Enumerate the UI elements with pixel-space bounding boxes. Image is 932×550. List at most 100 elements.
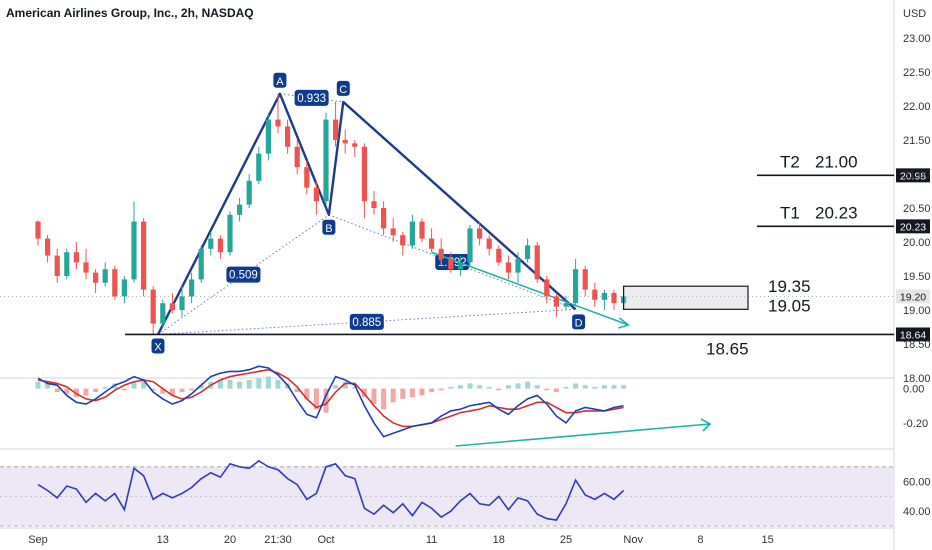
currency-label: USD — [903, 8, 926, 20]
candle-body — [534, 245, 540, 280]
price-tick-label: 22.00 — [903, 101, 931, 113]
candle-body — [448, 259, 454, 270]
macd-histogram-bar — [352, 386, 358, 389]
candle-body — [169, 303, 175, 310]
candle-body — [553, 296, 559, 307]
macd-histogram-bar — [227, 380, 233, 389]
macd-histogram-bar — [333, 385, 339, 389]
macd-histogram-bar — [515, 383, 521, 389]
macd-histogram-bar — [64, 388, 70, 394]
macd-histogram-bar — [304, 388, 310, 399]
candle-body — [457, 262, 463, 270]
macd-histogram-bar — [496, 388, 502, 391]
macd-histogram-bar — [525, 381, 531, 389]
macd-histogram-bar — [438, 388, 444, 391]
macd-histogram-bar — [237, 381, 243, 389]
macd-histogram-bar — [189, 388, 195, 391]
candle-body — [198, 248, 204, 280]
ratio-label: 0.509 — [229, 270, 258, 282]
target-label: T2 — [780, 152, 800, 171]
ratio-label: 0.885 — [352, 317, 381, 329]
candle-body — [285, 126, 291, 147]
rsi-tick-label: 60.00 — [903, 477, 931, 489]
macd-histogram-bar — [621, 385, 627, 389]
support-value: 18.65 — [706, 339, 749, 358]
candle-body — [83, 262, 89, 273]
pattern-point-badge — [572, 314, 586, 330]
candlestick-series — [35, 93, 627, 335]
price-tag — [896, 168, 930, 183]
macd-histogram-bar — [131, 381, 137, 389]
candle-body — [93, 272, 99, 283]
divergence-arrowhead — [618, 317, 631, 329]
pattern-point-label: A — [276, 76, 284, 88]
candle-body — [409, 221, 415, 246]
price-tick-label: 20.00 — [903, 237, 931, 249]
target-label: T1 — [780, 203, 800, 222]
candle-body — [73, 252, 79, 263]
macd-histogram-bar — [486, 386, 492, 389]
candle-body — [275, 119, 281, 127]
price-tick-label: 21.00 — [903, 169, 931, 181]
candle-body — [160, 303, 166, 324]
ratio-badge — [294, 89, 329, 106]
time-tick-label: Oct — [317, 534, 334, 546]
time-axis[interactable]: Sep 13 20 21:30 Oct 11 18 25 Nov 8 15 — [28, 534, 774, 546]
candle-body — [400, 235, 406, 246]
pattern-point-label: C — [339, 84, 347, 96]
macd-histogram-bar — [582, 385, 588, 389]
ratio-label: 0.933 — [297, 93, 326, 105]
pattern-point-badge — [336, 80, 350, 96]
price-tag-label: 20.98 — [900, 170, 926, 182]
candle-body — [35, 221, 41, 239]
macd-histogram-bar — [169, 388, 175, 396]
time-tick-label: 8 — [697, 534, 703, 546]
candle-body — [611, 293, 617, 304]
zone-lower-label: 19.05 — [768, 296, 811, 315]
last-price-tag — [896, 289, 930, 304]
candle-body — [563, 303, 569, 307]
candle-body — [496, 248, 502, 263]
macd-tick-label: 0.00 — [903, 384, 924, 396]
candle-body — [131, 221, 137, 280]
chart-title: American Airlines Group, Inc., 2h, NASDA… — [6, 6, 254, 20]
macd-histogram-bar — [457, 385, 463, 389]
macd-histogram-bar — [419, 388, 425, 396]
rsi-line — [37, 459, 625, 521]
candle-body — [342, 140, 348, 144]
macd-histogram-bar — [573, 383, 579, 389]
candle-body — [486, 238, 492, 249]
candle-body — [141, 221, 147, 290]
macd-histogram-bar — [217, 380, 223, 389]
price-tag — [896, 219, 930, 234]
candle-body — [294, 146, 300, 168]
price-axis[interactable]: 23.00 22.50 22.00 21.50 21.00 20.50 20.00 19.50… — [903, 33, 931, 385]
candle-body — [582, 269, 588, 290]
candle-body — [102, 269, 108, 283]
candle-body — [381, 208, 387, 229]
rsi-pane: 60.00 40.00 — [0, 459, 931, 527]
macd-histogram-bar — [256, 378, 262, 389]
macd-tick-label: -0.20 — [903, 418, 928, 430]
candle-body — [601, 293, 607, 300]
macd-divergence-arrowhead — [700, 418, 712, 432]
price-tick-label: 18.50 — [903, 339, 931, 351]
candle-body — [371, 201, 377, 208]
macd-histogram-bar — [400, 388, 406, 399]
macd-histogram-bar — [505, 385, 511, 389]
entry-zone — [622, 285, 749, 310]
time-tick-label: 11 — [426, 534, 437, 546]
candle-body — [467, 228, 473, 263]
macd-histogram-bar — [448, 386, 454, 389]
price-tag-label: 20.23 — [900, 221, 926, 233]
macd-histogram-bar — [150, 388, 156, 391]
ratio-badge — [349, 313, 384, 330]
price-tick-label: 20.50 — [903, 203, 931, 215]
candle-body — [505, 262, 511, 273]
pattern-point-label: B — [325, 223, 332, 235]
time-tick-label: 21:30 — [264, 534, 292, 546]
macd-histogram-bar — [198, 385, 204, 389]
macd-histogram-bar — [342, 381, 348, 389]
